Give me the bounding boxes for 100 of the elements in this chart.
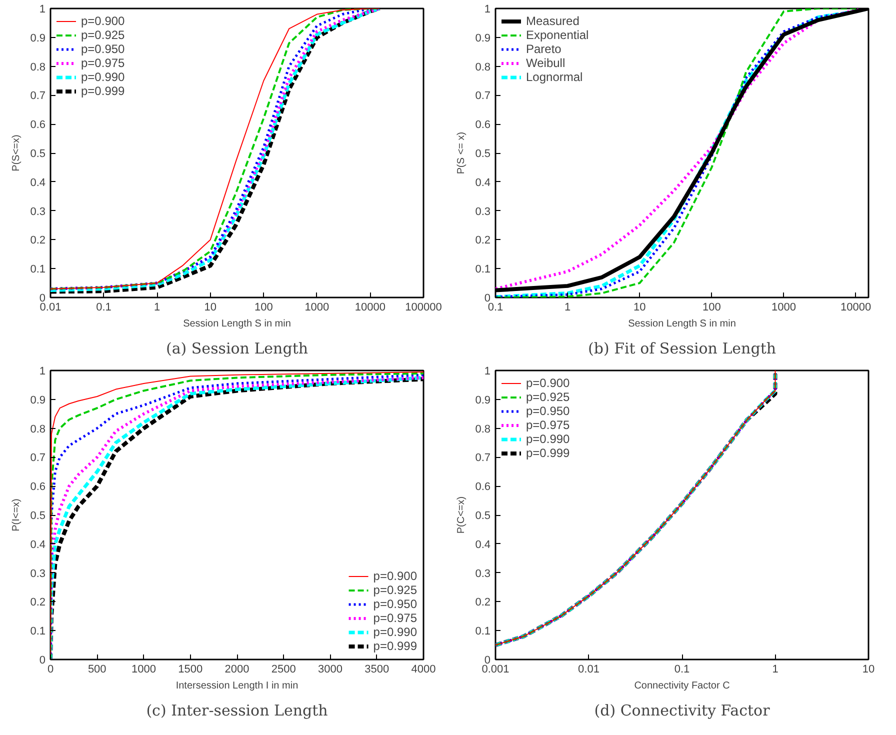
y-tick-label: 0.4	[30, 538, 46, 551]
x-tick-label: 0.01	[578, 664, 600, 676]
y-axis-title: P(S<=x)	[11, 134, 22, 172]
y-tick-label: 0.6	[475, 119, 491, 132]
legend-label: Measured	[526, 14, 580, 28]
x-tick-label: 1500	[178, 664, 203, 676]
x-tick-label: 1000	[304, 302, 330, 314]
legend-label: p=0.990	[526, 432, 570, 446]
y-tick-label: 0	[484, 654, 491, 666]
text: (d) Connectivity Factor	[594, 702, 771, 720]
y-tick-label: 1	[484, 4, 491, 16]
y-tick-label: 0.7	[30, 90, 46, 102]
x-tick-label: 100	[254, 302, 273, 314]
x-axis-title: Connectivity Factor C	[634, 680, 730, 692]
legend-label: p=0.925	[526, 390, 570, 404]
x-tick-label: 2000	[224, 664, 250, 676]
x-tick-label: 1	[772, 664, 778, 676]
x-tick-label: 100000	[405, 302, 442, 314]
legend-label: p=0.990	[373, 625, 417, 639]
x-tick-label: 3500	[364, 664, 390, 676]
x-tick-label: 0.1	[674, 664, 690, 676]
y-tick-label: 0.4	[475, 538, 491, 551]
legend-label: p=0.925	[373, 583, 417, 597]
x-tick-label: 1000	[132, 664, 156, 676]
y-tick-label: 0.5	[475, 148, 491, 160]
y-tick-label: 0.8	[30, 423, 46, 436]
y-tick-label: 0.3	[475, 568, 491, 580]
x-tick-label: 0.1	[96, 302, 112, 314]
x-tick-label: 3000	[318, 664, 342, 676]
x-axis-title: Intersession Length I in min	[176, 680, 298, 692]
legend-label: p=0.950	[81, 42, 125, 56]
legend-label: Lognormal	[526, 70, 583, 84]
y-tick-label: 0.7	[475, 90, 491, 102]
legend-label: p=0.999	[81, 84, 125, 98]
y-tick-label: 0.2	[475, 234, 491, 247]
legend-label: Pareto	[526, 42, 562, 56]
y-tick-label: 0.3	[30, 206, 46, 218]
y-axis-title: P(I<=x)	[11, 498, 22, 532]
y-tick-label: 0.5	[475, 510, 491, 522]
x-tick-label: 100	[702, 302, 721, 314]
y-tick-label: 0.9	[30, 394, 46, 406]
y-axis-title: P(C<=x)	[456, 496, 468, 534]
x-axis-title: Session Length S in min	[628, 318, 736, 330]
x-tick-label: 10000	[840, 302, 872, 314]
y-tick-label: 0.5	[30, 148, 46, 160]
legend-label: p=0.925	[81, 28, 125, 42]
x-tick-label: 2500	[271, 664, 296, 676]
y-tick-label: 0	[484, 292, 491, 304]
y-tick-label: 0.1	[475, 626, 491, 638]
legend-label: p=0.900	[526, 376, 570, 390]
y-tick-label: 1	[484, 366, 491, 378]
y-tick-label: 0.6	[30, 481, 46, 494]
y-tick-label: 0.9	[30, 32, 46, 44]
y-tick-label: 0.2	[30, 234, 46, 247]
x-tick-label: 500	[88, 664, 106, 676]
x-tick-label: 0.001	[482, 664, 510, 676]
legend-label: Weibull	[526, 56, 566, 70]
legend-label: Exponential	[526, 28, 589, 42]
x-tick-label: 0.01	[40, 302, 62, 314]
x-axis-title: Session Length S in min	[183, 318, 291, 330]
y-tick-label: 0.8	[30, 61, 46, 74]
y-tick-label: 0.9	[475, 394, 491, 406]
legend-label: p=0.999	[373, 639, 417, 653]
y-tick-label: 0.7	[30, 452, 46, 464]
y-tick-label: 0.7	[475, 452, 491, 464]
legend-label: p=0.990	[81, 70, 125, 84]
y-tick-label: 0.1	[30, 264, 46, 276]
legend-label: p=0.975	[526, 418, 570, 432]
x-tick-label: 10	[862, 664, 875, 676]
y-tick-label: 0.8	[475, 423, 491, 436]
legend-label: p=0.900	[81, 14, 125, 28]
y-tick-label: 0.2	[475, 596, 491, 609]
y-tick-label: 0.4	[30, 176, 46, 189]
x-tick-label: 1	[564, 302, 571, 314]
y-tick-label: 1	[39, 4, 46, 16]
x-tick-label: 10	[204, 302, 216, 314]
x-tick-label: 1000	[772, 302, 796, 314]
text: (b) Fit of Session Length	[588, 340, 776, 358]
text: (a) Session Length	[166, 340, 308, 358]
y-tick-label: 0.3	[30, 568, 46, 580]
y-tick-label: 0.6	[475, 481, 491, 494]
y-tick-label: 0.4	[475, 176, 491, 189]
x-tick-label: 4000	[411, 664, 436, 676]
y-tick-label: 0	[39, 292, 46, 304]
y-tick-label: 1	[39, 366, 46, 378]
legend-label: p=0.950	[373, 597, 417, 611]
x-tick-label: 10000	[354, 302, 386, 314]
y-tick-label: 0.2	[30, 596, 46, 609]
y-tick-label: 0.9	[475, 32, 491, 44]
y-tick-label: 0	[39, 654, 46, 666]
legend-label: p=0.975	[81, 56, 125, 70]
y-axis-title: P(S <= x)	[456, 132, 468, 174]
y-tick-label: 0.1	[475, 264, 491, 276]
x-tick-label: 1	[154, 302, 160, 314]
y-tick-label: 0.3	[475, 206, 491, 218]
text: (c) Inter-session Length	[146, 702, 328, 720]
y-tick-label: 0.6	[30, 119, 46, 132]
y-tick-label: 0.1	[30, 626, 46, 638]
legend-label: p=0.975	[373, 611, 417, 625]
y-tick-label: 0.8	[475, 61, 491, 74]
